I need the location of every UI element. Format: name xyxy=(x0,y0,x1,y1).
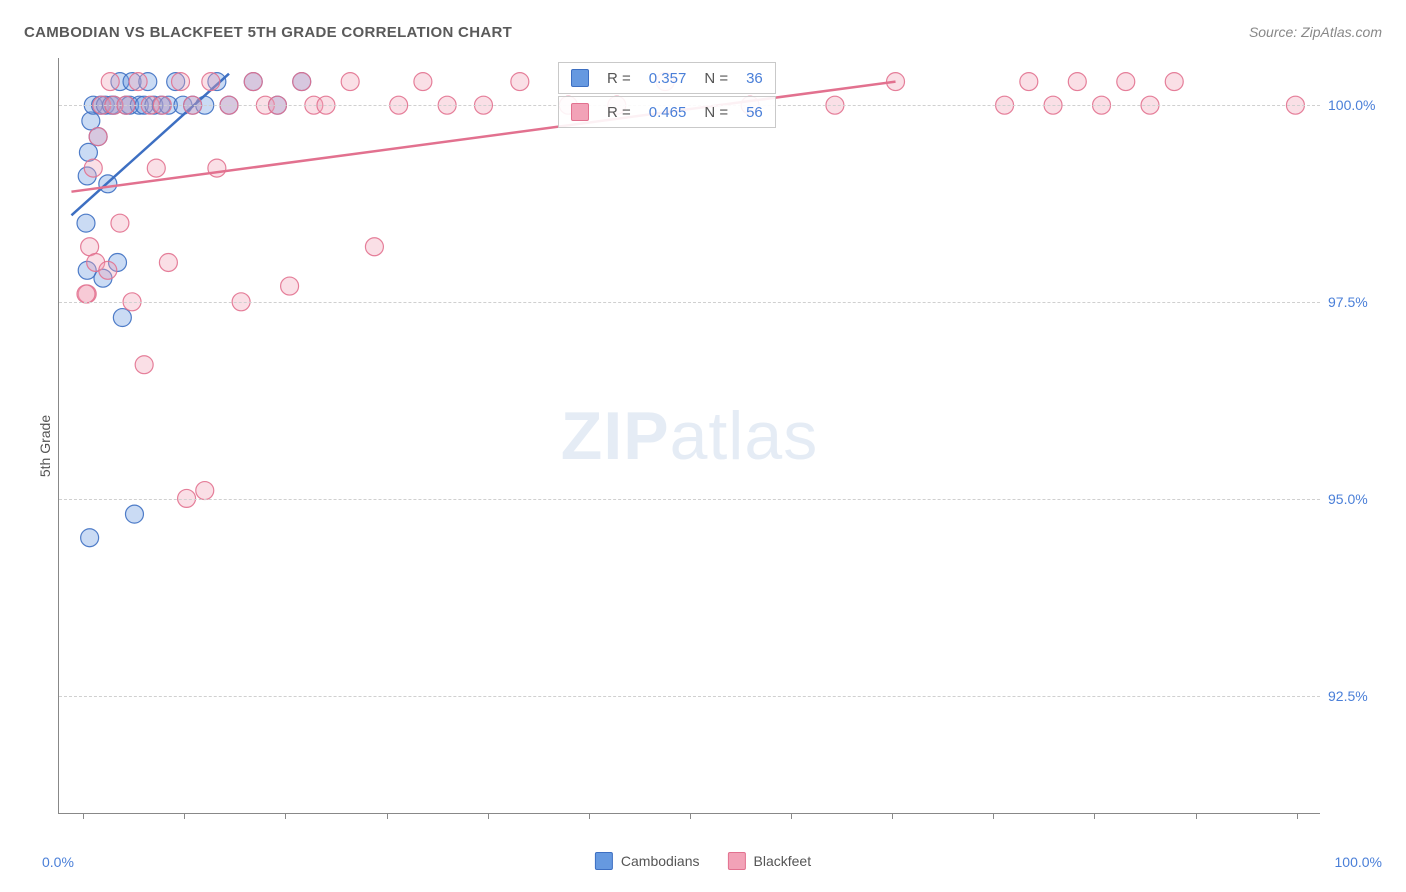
scatter-point xyxy=(147,159,165,177)
scatter-point xyxy=(77,285,95,303)
legend-item-blackfeet: Blackfeet xyxy=(728,852,812,870)
legend: Cambodians Blackfeet xyxy=(595,852,811,870)
swatch-icon xyxy=(571,103,589,121)
scatter-point xyxy=(208,159,226,177)
legend-label: Blackfeet xyxy=(754,853,812,869)
x-tick xyxy=(993,813,994,819)
x-tick xyxy=(488,813,489,819)
r-value: 0.465 xyxy=(649,104,687,121)
scatter-point xyxy=(77,214,95,232)
x-axis-max-label: 100.0% xyxy=(1335,854,1382,870)
scatter-point xyxy=(113,309,131,327)
scatter-point xyxy=(1165,73,1183,91)
swatch-icon xyxy=(571,69,589,87)
gridline xyxy=(59,302,1320,303)
scatter-point xyxy=(293,73,311,91)
y-tick-label: 92.5% xyxy=(1328,688,1392,704)
scatter-point xyxy=(89,128,107,146)
y-tick-label: 100.0% xyxy=(1328,97,1392,113)
scatter-point xyxy=(202,73,220,91)
scatter-point xyxy=(135,356,153,374)
scatter-point xyxy=(281,277,299,295)
y-axis-title: 5th Grade xyxy=(37,415,53,477)
x-tick xyxy=(387,813,388,819)
r-value: 0.357 xyxy=(649,70,687,87)
scatter-point xyxy=(341,73,359,91)
y-tick-label: 95.0% xyxy=(1328,491,1392,507)
x-tick xyxy=(589,813,590,819)
n-label: N = xyxy=(704,104,728,121)
gridline xyxy=(59,499,1320,500)
scatter-point xyxy=(81,529,99,547)
plot-area: ZIPatlas 92.5%95.0%97.5%100.0% xyxy=(58,58,1320,814)
x-tick xyxy=(1094,813,1095,819)
n-value: 56 xyxy=(746,104,763,121)
scatter-point xyxy=(244,73,262,91)
scatter-point xyxy=(111,214,129,232)
n-label: N = xyxy=(704,70,728,87)
scatter-point xyxy=(414,73,432,91)
scatter-point xyxy=(196,482,214,500)
scatter-svg xyxy=(59,58,1320,813)
scatter-point xyxy=(101,73,119,91)
legend-label: Cambodians xyxy=(621,853,700,869)
y-tick-label: 97.5% xyxy=(1328,294,1392,310)
gridline xyxy=(59,696,1320,697)
x-tick xyxy=(791,813,792,819)
scatter-point xyxy=(1020,73,1038,91)
x-axis-min-label: 0.0% xyxy=(42,854,74,870)
scatter-point xyxy=(159,253,177,271)
x-tick xyxy=(690,813,691,819)
x-tick xyxy=(892,813,893,819)
legend-item-cambodians: Cambodians xyxy=(595,852,700,870)
source-label: Source: ZipAtlas.com xyxy=(1249,24,1382,40)
scatter-point xyxy=(125,505,143,523)
legend-swatch-icon xyxy=(728,852,746,870)
legend-swatch-icon xyxy=(595,852,613,870)
scatter-point xyxy=(84,159,102,177)
r-label: R = xyxy=(607,104,631,121)
stats-box: R = 0.357 N = 36 xyxy=(558,62,776,94)
x-tick xyxy=(1196,813,1197,819)
scatter-point xyxy=(511,73,529,91)
x-tick xyxy=(285,813,286,819)
chart-title: CAMBODIAN VS BLACKFEET 5TH GRADE CORRELA… xyxy=(24,24,512,41)
r-label: R = xyxy=(607,70,631,87)
scatter-point xyxy=(1068,73,1086,91)
scatter-point xyxy=(1117,73,1135,91)
n-value: 36 xyxy=(746,70,763,87)
x-tick xyxy=(83,813,84,819)
scatter-point xyxy=(172,73,190,91)
x-tick xyxy=(1297,813,1298,819)
x-tick xyxy=(184,813,185,819)
stats-box: R = 0.465 N = 56 xyxy=(558,96,776,128)
scatter-point xyxy=(365,238,383,256)
scatter-point xyxy=(129,73,147,91)
scatter-point xyxy=(99,261,117,279)
